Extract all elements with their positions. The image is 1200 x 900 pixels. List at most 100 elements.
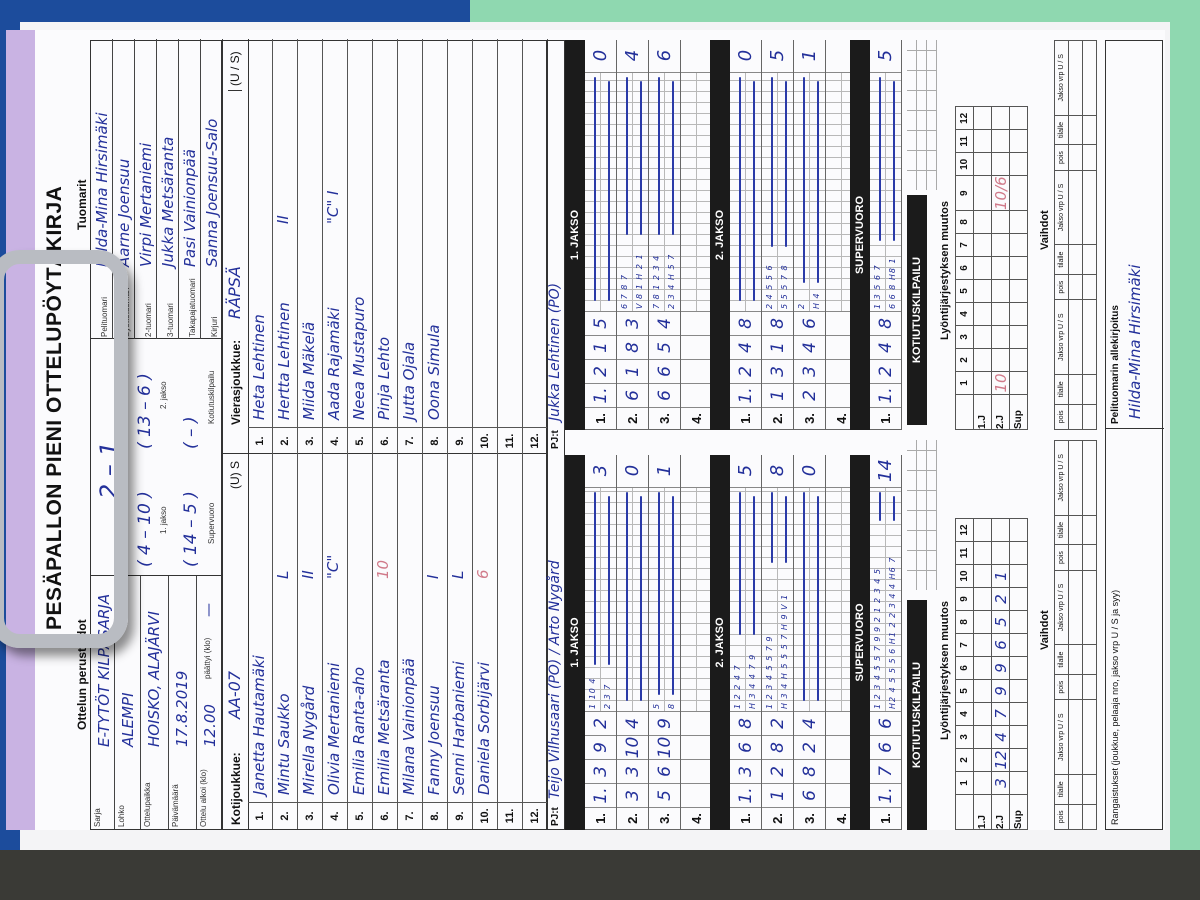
lineup-position: 6	[955, 656, 974, 680]
referee-row-3: 3-tuomari Jukka Metsäranta	[157, 39, 179, 339]
lineup-position: 8	[955, 610, 974, 634]
jakso2-score: ( 13 – 6 )	[135, 373, 155, 449]
lineup-cell	[973, 748, 992, 772]
substitutions-column: tilalle	[1054, 644, 1069, 675]
inning-row-label: 3.	[649, 807, 680, 829]
substitutions-column: tilalle	[1054, 374, 1069, 405]
lineup-cell: 10/6	[991, 175, 1010, 211]
home-player-row: 7. Milana Vainionpää	[398, 454, 423, 829]
lineup-cell: 1	[991, 564, 1010, 588]
lineup-cell	[973, 233, 992, 257]
batter-cell: 10	[649, 735, 680, 759]
lineup-cell	[973, 371, 992, 395]
lineup-cell	[1009, 302, 1028, 326]
lineup-cell	[973, 175, 992, 211]
runs-total: 0	[585, 39, 616, 73]
scoring-notes-top: 5	[652, 702, 661, 709]
batter-cell: 5	[649, 783, 680, 807]
substitutions-row	[1082, 40, 1097, 430]
away-pj-label: PJ:t	[550, 430, 561, 449]
player-name: Olivia Mertaniemi	[325, 662, 343, 795]
lineup-cell	[1009, 175, 1028, 211]
player-mark: L	[274, 570, 292, 579]
runs-total: 5	[870, 39, 901, 73]
player-name: Hertta Lehtinen	[275, 302, 293, 420]
lineup-cell	[973, 348, 992, 372]
lineup-cell	[1009, 633, 1028, 657]
scoring-notes-top: 1 2 3 4 5 5 7 9	[765, 635, 774, 709]
player-mark: "C" I	[324, 190, 342, 224]
ink-line	[771, 77, 773, 247]
away-player-row: 9.	[448, 39, 473, 454]
batter-cell: 2	[794, 383, 825, 407]
batter-cell: 2	[762, 711, 793, 735]
home-period-header: SUPERVUORO	[850, 455, 870, 830]
batter-cell: 3	[617, 759, 648, 783]
lineup-position: 6	[955, 256, 974, 280]
player-number: 9.	[448, 427, 472, 454]
lineup-cell	[1009, 656, 1028, 680]
player-mark: II	[274, 215, 292, 224]
lineup-row-label: 2.J	[991, 794, 1010, 830]
substitutions-cell	[1082, 299, 1097, 375]
inning-row-label: 3.	[794, 407, 825, 429]
lineup-cell	[973, 610, 992, 634]
home-inning-row: 3. 6 8 2 4 0	[794, 454, 826, 830]
home-us: (U) S	[228, 461, 242, 489]
runs-total: 5	[762, 39, 793, 73]
lineup-cell	[973, 564, 992, 588]
info-label: Lohko	[117, 805, 126, 827]
inning-row-label: 1.	[730, 807, 761, 829]
batter-cell	[681, 783, 712, 807]
player-name: Jutta Ojala	[400, 341, 418, 420]
batter-cell	[681, 759, 712, 783]
inning-row-label: 2.	[617, 807, 648, 829]
lilac-paper-edge	[6, 30, 36, 830]
lineup-cell	[991, 518, 1010, 542]
lineup-cell	[991, 210, 1010, 234]
player-name: Mirella Nygård	[300, 685, 318, 795]
lineup-position: 9	[955, 587, 974, 611]
batter-cell: 1.	[730, 783, 761, 807]
batter-cell: 4	[794, 335, 825, 359]
lineup-cell	[1009, 748, 1028, 772]
kotiutus-score: ( – )	[181, 416, 201, 449]
substitutions-cell	[1068, 515, 1083, 545]
batter-cell: 6	[649, 759, 680, 783]
lineup-position: 3	[955, 325, 974, 349]
runs-total: 0	[730, 39, 761, 73]
player-number: 11.	[498, 802, 522, 829]
substitutions-cell	[1082, 144, 1097, 171]
lineup-cell	[973, 518, 992, 542]
scoring-grid	[585, 73, 616, 311]
away-player-row: 12.	[523, 39, 548, 454]
scoring-grid	[794, 488, 825, 711]
lineup-cell	[1009, 518, 1028, 542]
lineup-cell	[1009, 348, 1028, 372]
lineup-cell	[991, 152, 1010, 176]
runs-total: 0	[617, 454, 648, 488]
lineup-cell: 3	[991, 771, 1010, 795]
info-label: Päivämäärä	[171, 784, 180, 827]
substitutions-cell	[1082, 404, 1097, 430]
lineup-position: 2	[955, 748, 974, 772]
lineup-cell	[1009, 541, 1028, 565]
inning-row-label: 2.	[762, 407, 793, 429]
lineup-row: Sup	[1009, 518, 1028, 830]
substitutions-cell	[1068, 40, 1083, 116]
batter-cell: 8	[617, 335, 648, 359]
ink-line	[785, 81, 787, 247]
home-lineup-title: Lyöntijärjestyksen muutos	[939, 601, 951, 740]
substitutions-cell	[1082, 274, 1097, 300]
section-referees: Tuomarit	[75, 179, 89, 230]
batter-cell: 10	[617, 735, 648, 759]
player-name: Oona Simula	[425, 324, 443, 420]
lineup-position: 7	[955, 633, 974, 657]
scoring-notes-top: 1 2 2 4 7	[733, 664, 742, 709]
scoresheet: PESÄPALLON PIENI OTTELUPÖYTÄKIRJA Ottelu…	[35, 30, 1165, 830]
player-number: 3.	[298, 427, 322, 454]
batter-cell: 2	[870, 359, 901, 383]
